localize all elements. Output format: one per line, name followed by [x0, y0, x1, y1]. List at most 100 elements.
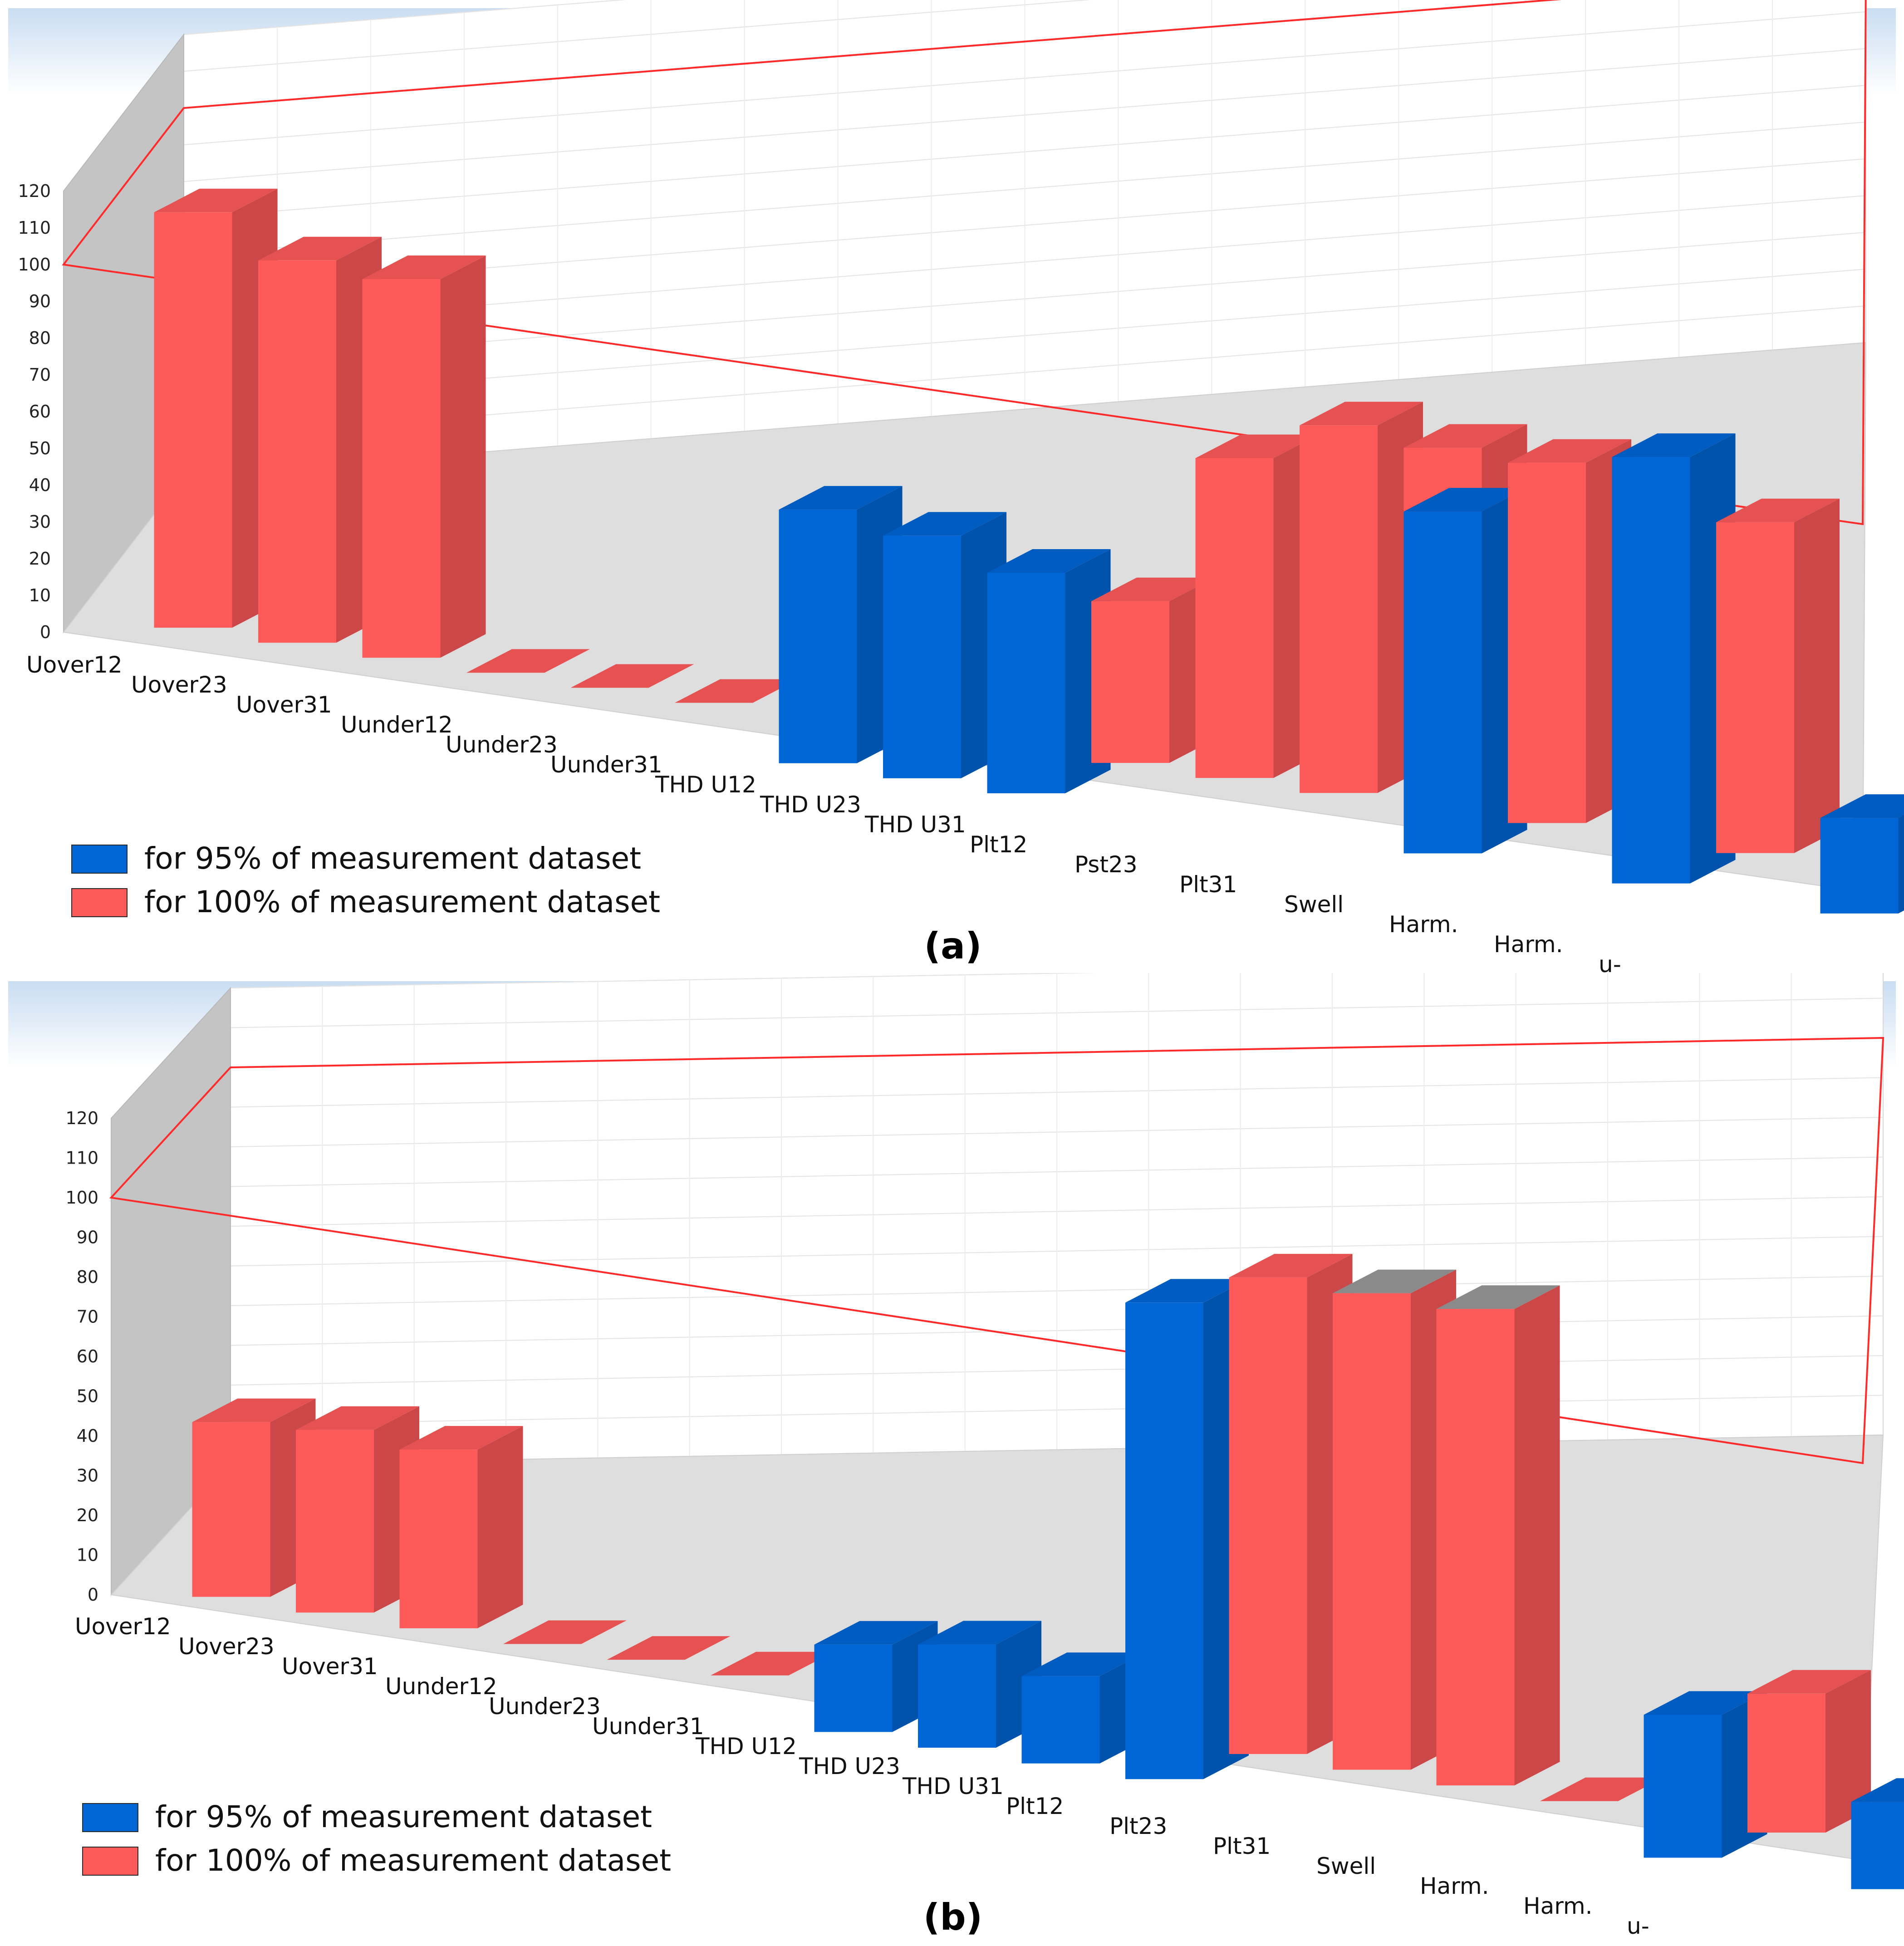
bars [154, 188, 1904, 914]
y-tick-label: 70 [77, 1307, 98, 1327]
category-label: Uover31 [236, 692, 332, 718]
bar-front [814, 1644, 893, 1732]
y-tick-label: 40 [77, 1426, 98, 1446]
y-tick-label: 20 [77, 1505, 98, 1525]
bar-front [1436, 1309, 1515, 1786]
y-tick-label: 30 [77, 1466, 98, 1486]
category-label: Pst23 [1075, 851, 1138, 878]
category-label: Uover12 [75, 1613, 171, 1640]
category-label: Plt31 [1213, 1833, 1271, 1859]
category-label: u- [1627, 1913, 1649, 1939]
y-axis: 0 10 20 30 40 50 60 70 80 90 100 110 120 [18, 181, 51, 642]
bar-red-13 [1436, 1285, 1560, 1786]
bar-front [362, 279, 441, 658]
bar-front [883, 536, 961, 778]
bar-top [1125, 1279, 1249, 1303]
bar-red-10 [1091, 577, 1215, 763]
category-label: Uover23 [131, 672, 227, 698]
y-tick-label: 70 [29, 365, 51, 385]
bar-red-5 [607, 1636, 731, 1660]
category-label: Harm. [1523, 1893, 1593, 1919]
legend: for 95% of measurement dataset for 100% o… [71, 841, 660, 919]
bar-top [1021, 1652, 1145, 1676]
bar-front [918, 1644, 996, 1748]
category-label: Uunder12 [341, 712, 453, 738]
y-tick-label: 110 [18, 218, 51, 238]
legend-label-blue: for 95% of measurement dataset [155, 1799, 652, 1834]
bar-top [296, 1406, 419, 1430]
chart-0-root: 0102030405060708090100110120Uover12Uover… [8, 0, 1904, 973]
bar-top [711, 1651, 834, 1676]
category-label: Plt31 [1179, 871, 1237, 898]
panel-label: (b) [923, 1896, 982, 1938]
y-tick-label: 0 [88, 1585, 98, 1605]
bar-side [1825, 1670, 1871, 1833]
chart-panel-a: 0 10 20 30 40 50 60 70 80 90 100 110 120 Uover12 Uover… [8, 0, 1904, 973]
y-tick-label: 80 [77, 1267, 98, 1287]
y-tick-label: 100 [18, 255, 51, 275]
bar-front [1125, 1302, 1203, 1779]
y-tick-label: 60 [77, 1346, 98, 1366]
bar-front [296, 1430, 374, 1613]
bar-top [814, 1621, 938, 1645]
bar-front [1747, 1693, 1825, 1833]
bar-top [1644, 1691, 1767, 1715]
bar-red-4 [503, 1620, 627, 1644]
y-tick-label: 50 [77, 1386, 98, 1406]
bar-top [570, 664, 694, 688]
y-tick-label: 0 [40, 622, 51, 642]
bar-blue-17 [1820, 794, 1904, 914]
bar-red-3 [362, 256, 486, 658]
category-label: Harm. [1494, 931, 1563, 958]
legend-swatch-red [82, 1847, 138, 1876]
bar-front [1644, 1715, 1722, 1858]
bar-front [1820, 818, 1899, 914]
category-label: Uunder23 [446, 732, 558, 758]
bar-red-5 [570, 664, 694, 688]
bar-red-4 [466, 649, 590, 673]
category-label: THD U12 [655, 772, 756, 798]
bar-top [503, 1620, 627, 1644]
legend: for 95% of measurement dataset for 100% o… [82, 1799, 671, 1878]
category-label: Plt12 [970, 831, 1027, 858]
y-tick-label: 10 [29, 585, 51, 605]
category-label: Uunder23 [489, 1693, 601, 1720]
bar-top [1333, 1269, 1456, 1293]
bar-top [362, 256, 486, 279]
bar-front [399, 1450, 478, 1628]
category-label: Swell [1316, 1853, 1376, 1879]
bar-top [192, 1398, 316, 1422]
bar-side [1898, 815, 1904, 914]
bar-top [1747, 1670, 1871, 1694]
bar-top [1195, 434, 1319, 458]
bar-front [987, 572, 1065, 793]
category-label: THD U31 [864, 811, 966, 838]
bar-top [1716, 498, 1840, 522]
x-axis-labels: Uover12 Uover23 Uover31 Uunder12Uunder23Uun… [75, 1613, 1649, 1939]
y-tick-label: 60 [29, 402, 51, 422]
bar-top [399, 1426, 523, 1450]
y-tick-label: 50 [29, 438, 51, 458]
category-label: Uunder31 [592, 1713, 704, 1740]
bar-front [258, 260, 336, 643]
bar-top [1540, 1777, 1664, 1801]
y-tick-label: 10 [77, 1545, 98, 1565]
y-tick-label: 100 [65, 1188, 98, 1208]
bar-top [883, 512, 1006, 536]
bar-front [1612, 457, 1690, 884]
bar-front [1021, 1676, 1100, 1764]
category-label: Harm. [1389, 911, 1458, 938]
bar-front [779, 509, 857, 763]
y-tick-label: 120 [65, 1108, 98, 1128]
category-label: THD U31 [902, 1773, 1004, 1799]
bar-top [779, 486, 903, 510]
y-tick-label: 40 [29, 475, 51, 495]
bar-front [1403, 511, 1482, 854]
bar-top [1820, 794, 1904, 818]
legend-swatch-blue [71, 845, 128, 874]
y-tick-label: 20 [29, 549, 51, 569]
y-axis: 0 10 20 30 40 50 60 70 80 90 100 110 120 [65, 1108, 98, 1605]
bar-top [1300, 402, 1423, 426]
category-label: Plt12 [1006, 1793, 1064, 1819]
bar-front [1333, 1293, 1411, 1770]
